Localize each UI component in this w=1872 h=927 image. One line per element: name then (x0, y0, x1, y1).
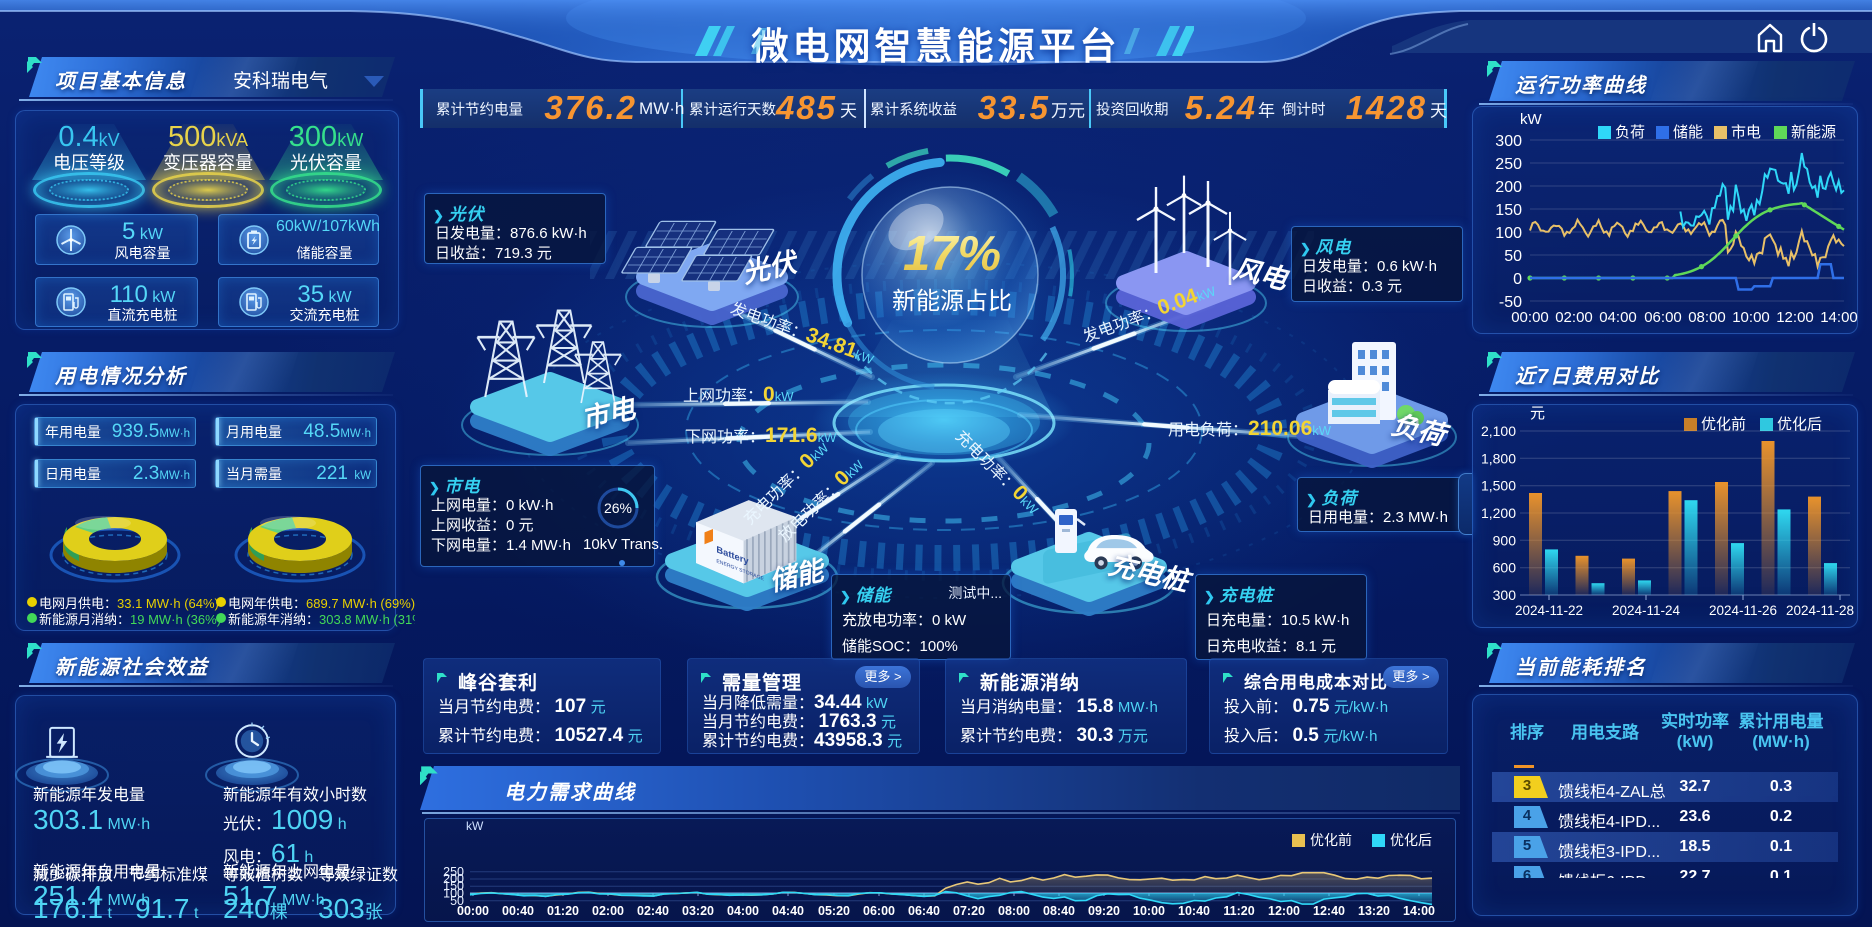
svg-text:12:00: 12:00 (1268, 904, 1300, 918)
svg-text:300: 300 (1493, 587, 1517, 603)
svg-text:优化前: 优化前 (1310, 832, 1352, 848)
svg-text:150: 150 (1495, 202, 1522, 219)
svg-text:储能: 储能 (1673, 124, 1703, 141)
svg-text:04:40: 04:40 (772, 904, 804, 918)
svg-text:10:00: 10:00 (1732, 309, 1770, 326)
svg-text:08:40: 08:40 (1043, 904, 1075, 918)
svg-text:00:00: 00:00 (1511, 309, 1549, 326)
svg-text:1,200: 1,200 (1481, 505, 1516, 521)
svg-text:02:40: 02:40 (637, 904, 669, 918)
svg-text:新能源占比: 新能源占比 (892, 288, 1012, 315)
svg-text:03:20: 03:20 (682, 904, 714, 918)
svg-text:12:00: 12:00 (1776, 309, 1814, 326)
svg-text:600: 600 (1493, 560, 1517, 576)
svg-text:10:40: 10:40 (1178, 904, 1210, 918)
svg-text:10:00: 10:00 (1133, 904, 1165, 918)
svg-text:kW: kW (1520, 111, 1543, 128)
svg-text:11:20: 11:20 (1223, 904, 1254, 918)
svg-text:200: 200 (1495, 179, 1522, 196)
svg-text:09:20: 09:20 (1088, 904, 1120, 918)
svg-text:250: 250 (443, 865, 464, 879)
svg-text:优化后: 优化后 (1390, 832, 1432, 848)
svg-text:08:00: 08:00 (998, 904, 1030, 918)
svg-text:负荷: 负荷 (1615, 124, 1645, 141)
svg-text:1,800: 1,800 (1481, 450, 1516, 466)
svg-text:04:00: 04:00 (1599, 309, 1637, 326)
svg-text:01:20: 01:20 (547, 904, 579, 918)
svg-text:2024-11-28: 2024-11-28 (1786, 603, 1854, 618)
svg-text:100: 100 (443, 887, 464, 901)
svg-text:06:00: 06:00 (1644, 309, 1682, 326)
svg-text:12:40: 12:40 (1313, 904, 1345, 918)
svg-text:市电: 市电 (1731, 124, 1761, 141)
svg-text:02:00: 02:00 (1555, 309, 1593, 326)
svg-text:2,100: 2,100 (1481, 423, 1516, 439)
svg-text:26%: 26% (604, 500, 632, 516)
svg-text:200: 200 (443, 872, 464, 886)
svg-text:06:40: 06:40 (908, 904, 940, 918)
svg-text:02:00: 02:00 (592, 904, 624, 918)
svg-text:17%: 17% (903, 227, 1001, 281)
svg-text:优化后: 优化后 (1777, 416, 1822, 433)
svg-text:14:00: 14:00 (1820, 309, 1858, 326)
svg-text:100: 100 (1495, 225, 1522, 242)
svg-text:04:00: 04:00 (727, 904, 759, 918)
svg-text:优化前: 优化前 (1701, 416, 1746, 433)
svg-text:00:40: 00:40 (502, 904, 534, 918)
svg-text:06:00: 06:00 (863, 904, 895, 918)
svg-text:1,500: 1,500 (1481, 478, 1516, 494)
svg-text:-50: -50 (1499, 294, 1522, 311)
svg-text:300: 300 (1495, 133, 1522, 150)
svg-text:150: 150 (443, 879, 464, 893)
svg-text:2024-11-24: 2024-11-24 (1612, 603, 1681, 618)
svg-text:07:20: 07:20 (953, 904, 985, 918)
svg-text:kW: kW (466, 819, 484, 833)
svg-text:元: 元 (1530, 405, 1545, 422)
svg-text:50: 50 (1504, 248, 1522, 265)
svg-text:0: 0 (1513, 271, 1522, 288)
svg-text:50: 50 (450, 894, 464, 908)
svg-text:05:20: 05:20 (818, 904, 850, 918)
svg-text:08:00: 08:00 (1688, 309, 1726, 326)
svg-text:14:00: 14:00 (1403, 904, 1435, 918)
svg-text:900: 900 (1493, 532, 1517, 548)
svg-text:2024-11-22: 2024-11-22 (1515, 603, 1583, 618)
svg-text:250: 250 (1495, 156, 1522, 173)
svg-text:13:20: 13:20 (1358, 904, 1390, 918)
svg-text:00:00: 00:00 (457, 904, 489, 918)
svg-text:新能源: 新能源 (1791, 124, 1836, 141)
svg-text:2024-11-26: 2024-11-26 (1709, 603, 1777, 618)
